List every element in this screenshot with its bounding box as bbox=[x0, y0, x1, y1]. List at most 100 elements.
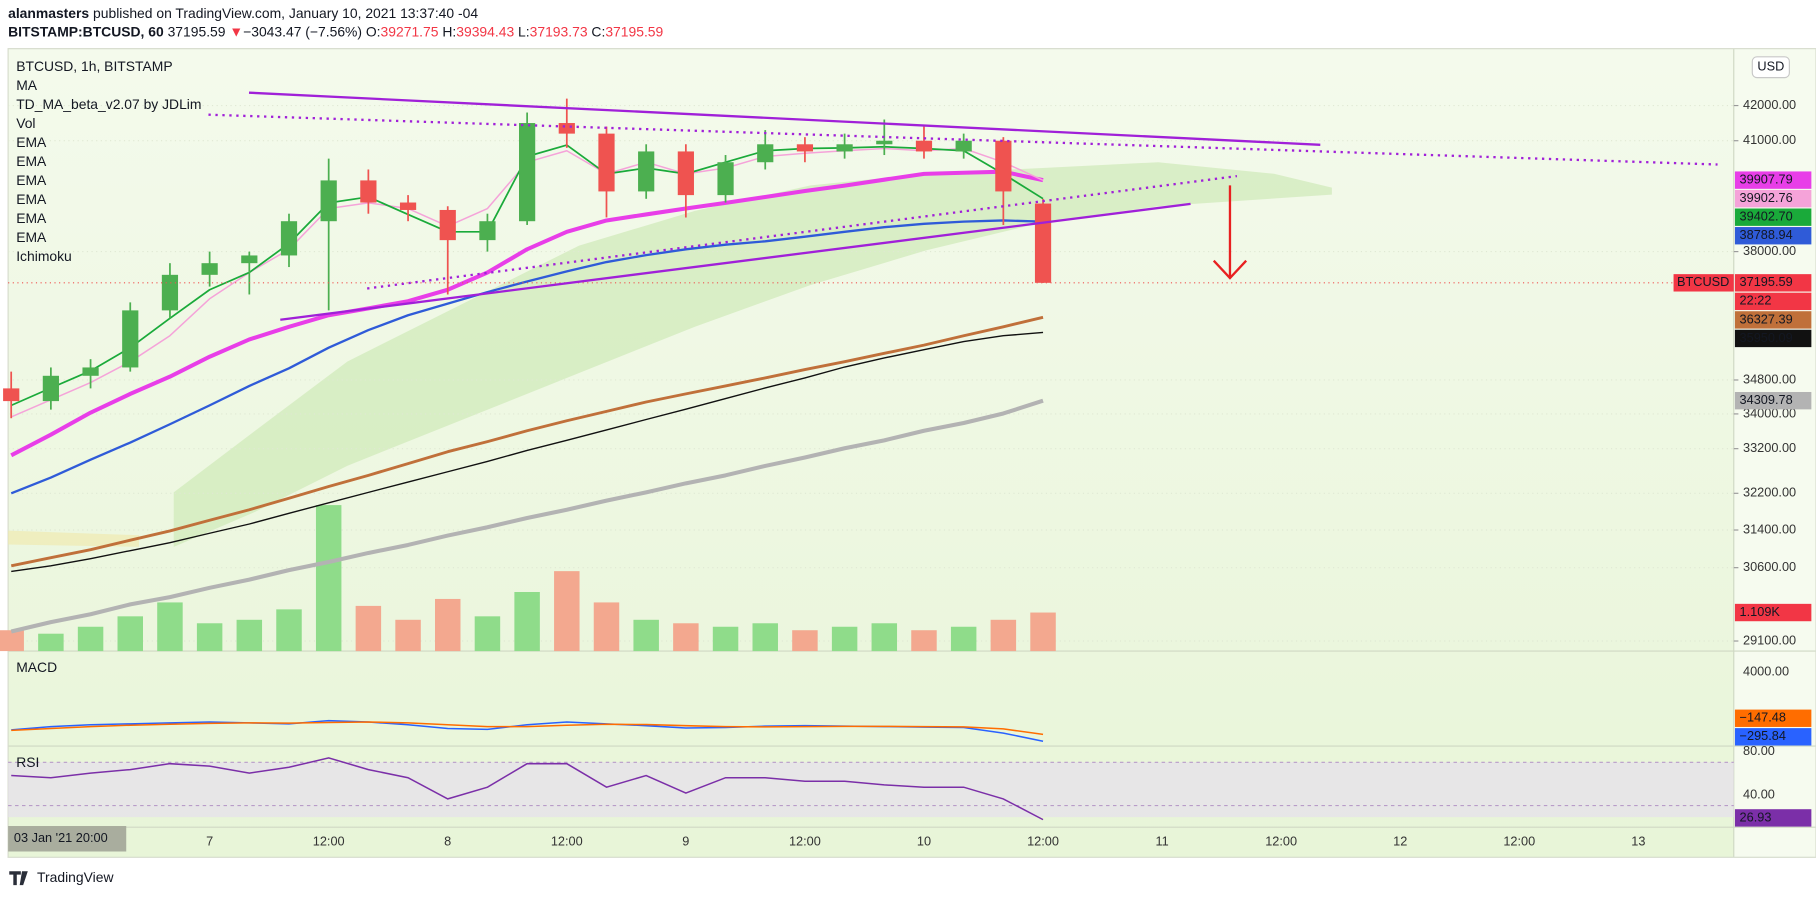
candle-body bbox=[915, 140, 933, 152]
candle-body bbox=[241, 255, 258, 264]
volume-bar bbox=[792, 630, 818, 652]
candle-body bbox=[638, 151, 655, 192]
ohlc-value: 37195.59 bbox=[605, 23, 663, 39]
x-tick-label: 8 bbox=[444, 834, 451, 849]
price-label: 37195.59 bbox=[1740, 274, 1793, 289]
price-label-box bbox=[1734, 171, 1812, 189]
chart-frame bbox=[7, 48, 1816, 858]
indicator-line bbox=[11, 721, 1044, 736]
trend-line bbox=[280, 202, 1191, 321]
ohlc-label: O: bbox=[366, 23, 381, 39]
candle-body bbox=[757, 144, 774, 163]
trend-line bbox=[366, 174, 1238, 290]
volume-bar bbox=[712, 626, 739, 652]
published-note: published on TradingView.com, January 10… bbox=[93, 5, 478, 21]
volume-bar bbox=[554, 571, 580, 652]
symbol: BITSTAMP:BTCUSD, 60 bbox=[8, 23, 164, 39]
price-label: 39907.79 bbox=[1740, 171, 1793, 186]
footer-brand: TradingView bbox=[37, 869, 114, 885]
volume-bar bbox=[395, 619, 421, 652]
x-tick-label: 10 bbox=[917, 834, 931, 849]
volume-bar bbox=[315, 505, 342, 652]
quote-line: BITSTAMP:BTCUSD, 60 37195.59 ▼−3043.47 (… bbox=[8, 23, 663, 39]
price-label: 34309.78 bbox=[1740, 392, 1793, 407]
y-tick-label: 33200.00 bbox=[1743, 440, 1796, 455]
ohlc-label: H: bbox=[442, 23, 456, 39]
price-label-box bbox=[1734, 189, 1812, 208]
data-layer bbox=[0, 98, 1734, 821]
candle-body bbox=[796, 144, 814, 152]
ema-line bbox=[11, 331, 1044, 573]
legend-entry: Ichimoku bbox=[16, 248, 72, 264]
volume-bar bbox=[236, 619, 263, 652]
currency-button[interactable] bbox=[1751, 56, 1790, 79]
author: alanmasters bbox=[8, 5, 89, 21]
candle-body bbox=[399, 202, 417, 210]
candle-body bbox=[320, 180, 337, 222]
candle-body bbox=[876, 140, 893, 145]
y-tick-label: 34800.00 bbox=[1743, 371, 1796, 386]
volume-bar bbox=[38, 633, 64, 652]
header-line: alanmasters published on TradingView.com… bbox=[8, 5, 478, 21]
currency-label[interactable]: USD bbox=[1757, 59, 1784, 74]
candle-body bbox=[82, 367, 99, 376]
price-label-box bbox=[1734, 391, 1812, 410]
x-tick-label: 12:00 bbox=[789, 834, 821, 849]
price-label: −295.84 bbox=[1740, 728, 1786, 743]
pane-axis-text: 4000.00 bbox=[1743, 663, 1789, 678]
volume-bar bbox=[752, 623, 778, 652]
volume-bar bbox=[673, 623, 699, 652]
indicator-line bbox=[11, 757, 1044, 821]
band bbox=[8, 762, 1734, 818]
candle-body bbox=[479, 221, 496, 241]
price-label: 1.109K bbox=[1740, 604, 1781, 619]
candle-body bbox=[598, 133, 615, 192]
date-label: 03 Jan '21 20:00 bbox=[14, 830, 108, 845]
y-tick-label: 41000.00 bbox=[1743, 132, 1796, 147]
axis-labels: BTCUSD, 1h, BITSTAMP MA TD_MA_beta_v2.07 b… bbox=[16, 58, 1812, 849]
legend-entry: MA bbox=[16, 77, 38, 93]
candle-body bbox=[360, 180, 377, 203]
candle-body bbox=[677, 151, 694, 196]
price-label: 36327.39 bbox=[1740, 311, 1793, 326]
volume-bar bbox=[196, 623, 223, 652]
ichimoku-cloud bbox=[8, 162, 1332, 547]
trend-line bbox=[248, 91, 1321, 146]
trend-line bbox=[208, 113, 1718, 166]
volume-bar bbox=[871, 623, 898, 652]
candle-body bbox=[439, 209, 456, 241]
candle-body bbox=[717, 162, 734, 196]
volume-bar bbox=[0, 630, 24, 652]
legend-entry: EMA bbox=[16, 191, 47, 207]
ema-line bbox=[10, 315, 1044, 568]
change-arrow: ▼ bbox=[229, 23, 243, 39]
x-tick-label: 12:00 bbox=[551, 834, 583, 849]
x-tick-label: 7 bbox=[206, 834, 213, 849]
volume-bar bbox=[633, 619, 659, 652]
legend-entry: Vol bbox=[16, 115, 35, 131]
ema-line bbox=[10, 219, 1044, 495]
candle-body bbox=[161, 274, 179, 311]
legend-entry: EMA bbox=[16, 210, 47, 226]
volume-bar bbox=[514, 591, 540, 652]
price-label: 35950.09 bbox=[1740, 330, 1793, 345]
legend-entry: EMA bbox=[16, 229, 47, 245]
volume-bar bbox=[276, 609, 302, 652]
price-label: 38788.94 bbox=[1740, 227, 1793, 242]
legend-entry: EMA bbox=[16, 172, 47, 188]
price-label-box bbox=[1734, 292, 1812, 311]
legend-entry: EMA bbox=[16, 153, 47, 169]
symbol-tag: BTCUSD bbox=[1677, 274, 1729, 289]
ohlc-value: 37193.73 bbox=[530, 23, 588, 39]
date-box bbox=[8, 826, 127, 852]
x-tick-label: 9 bbox=[682, 834, 689, 849]
y-tick-label: 42000.00 bbox=[1743, 97, 1796, 112]
price-label: −147.48 bbox=[1740, 710, 1786, 725]
volume-bar bbox=[117, 616, 143, 652]
volume-bar bbox=[157, 602, 183, 652]
ohlc-value: 39271.75 bbox=[381, 23, 439, 39]
volume-bar bbox=[831, 626, 858, 652]
price-label-box bbox=[1734, 603, 1812, 622]
price-label-box bbox=[1734, 311, 1812, 329]
candle-body bbox=[201, 263, 218, 275]
